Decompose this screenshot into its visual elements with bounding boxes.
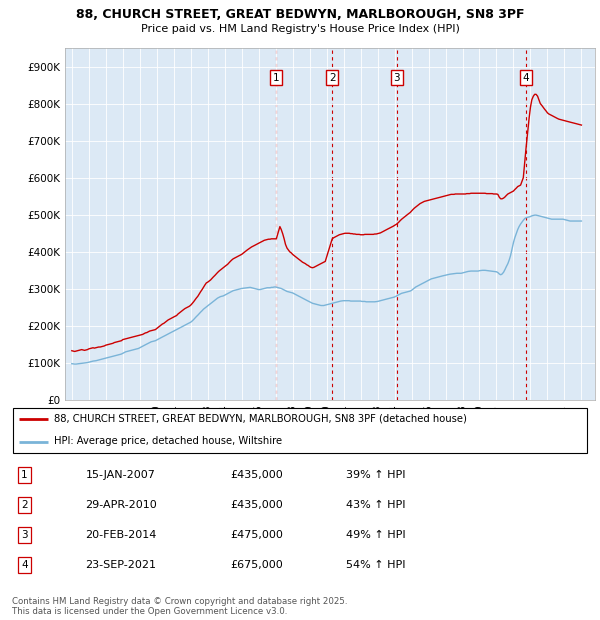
Text: 88, CHURCH STREET, GREAT BEDWYN, MARLBOROUGH, SN8 3PF: 88, CHURCH STREET, GREAT BEDWYN, MARLBOR… <box>76 8 524 21</box>
Text: £435,000: £435,000 <box>230 500 283 510</box>
Text: Price paid vs. HM Land Registry's House Price Index (HPI): Price paid vs. HM Land Registry's House … <box>140 24 460 34</box>
Text: 23-SEP-2021: 23-SEP-2021 <box>85 560 157 570</box>
Text: 39% ↑ HPI: 39% ↑ HPI <box>346 470 406 480</box>
Text: 1: 1 <box>273 73 280 82</box>
Text: 20-FEB-2014: 20-FEB-2014 <box>85 530 157 540</box>
Text: 4: 4 <box>21 560 28 570</box>
Text: 1: 1 <box>21 470 28 480</box>
Text: 54% ↑ HPI: 54% ↑ HPI <box>346 560 406 570</box>
Text: 2: 2 <box>329 73 335 82</box>
Text: 15-JAN-2007: 15-JAN-2007 <box>85 470 155 480</box>
Text: 3: 3 <box>21 530 28 540</box>
Text: 49% ↑ HPI: 49% ↑ HPI <box>346 530 406 540</box>
Text: 29-APR-2010: 29-APR-2010 <box>85 500 157 510</box>
Text: 2: 2 <box>21 500 28 510</box>
Text: £435,000: £435,000 <box>230 470 283 480</box>
Text: 43% ↑ HPI: 43% ↑ HPI <box>346 500 406 510</box>
Text: 4: 4 <box>523 73 529 82</box>
Text: 3: 3 <box>394 73 400 82</box>
Text: Contains HM Land Registry data © Crown copyright and database right 2025.
This d: Contains HM Land Registry data © Crown c… <box>12 596 347 616</box>
Text: £475,000: £475,000 <box>230 530 283 540</box>
Text: HPI: Average price, detached house, Wiltshire: HPI: Average price, detached house, Wilt… <box>53 436 281 446</box>
Text: £675,000: £675,000 <box>230 560 283 570</box>
FancyBboxPatch shape <box>13 407 587 453</box>
Text: 88, CHURCH STREET, GREAT BEDWYN, MARLBOROUGH, SN8 3PF (detached house): 88, CHURCH STREET, GREAT BEDWYN, MARLBOR… <box>53 414 466 423</box>
